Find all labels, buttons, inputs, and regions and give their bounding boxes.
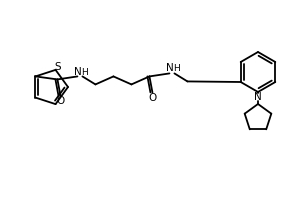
Text: S: S (54, 62, 61, 72)
Text: N: N (74, 67, 81, 77)
Text: O: O (148, 93, 157, 103)
Text: H: H (173, 64, 180, 73)
Text: N: N (166, 63, 173, 73)
Text: N: N (254, 92, 262, 102)
Text: O: O (56, 96, 64, 106)
Text: H: H (81, 68, 88, 77)
